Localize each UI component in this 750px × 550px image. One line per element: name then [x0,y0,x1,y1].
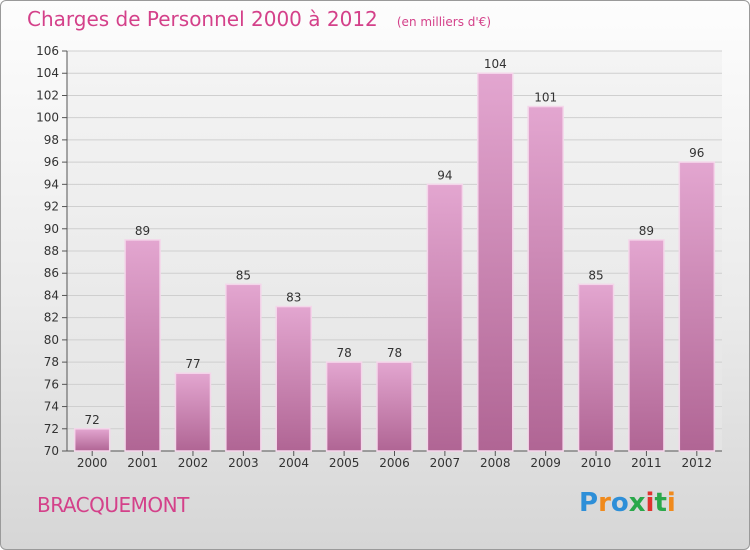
bar-value-label: 94 [437,168,452,182]
x-tick-label: 2011 [631,456,662,470]
y-tick-label: 88 [44,244,59,258]
logo-letter: o [610,488,629,518]
bar [678,161,716,452]
y-tick-label: 102 [36,88,59,102]
x-tick-label: 2004 [278,456,309,470]
chart-unit: (en milliers d'€) [396,15,491,29]
bar-value-label: 96 [689,146,704,160]
y-tick-label: 72 [44,422,59,436]
x-tick-label: 2005 [329,456,360,470]
bar [477,72,514,452]
x-tick-label: 2007 [430,456,461,470]
bar-value-label: 83 [286,291,301,305]
y-tick-label: 78 [44,355,59,369]
y-tick-label: 84 [44,288,59,302]
x-tick-label: 2000 [77,456,108,470]
y-tick-label: 76 [44,377,59,391]
bar-value-label: 72 [85,413,100,427]
y-tick-label: 94 [44,177,59,191]
bar-value-label: 85 [236,268,251,282]
bar-value-label: 78 [336,346,351,360]
logo-letter: P [579,488,599,518]
x-tick-label: 2002 [178,456,209,470]
y-tick-label: 106 [36,44,59,58]
y-tick-label: 90 [44,222,59,236]
x-tick-label: 2010 [581,456,612,470]
bar [376,361,413,452]
bar-value-label: 89 [639,224,654,238]
y-tick-label: 92 [44,200,59,214]
logo-letter: r [598,488,611,518]
y-tick-label: 96 [44,155,59,169]
bar [577,283,615,452]
y-tick-label: 80 [44,333,59,347]
y-tick-label: 74 [44,400,59,414]
bar [628,239,665,452]
bar [426,183,464,452]
x-tick-label: 2001 [127,456,158,470]
bar-value-label: 101 [534,91,557,105]
bar [73,428,111,452]
bar [527,105,564,452]
logo-letter: i [666,488,676,518]
city-name: BRACQUEMONT [37,493,189,517]
x-tick-label: 2009 [530,456,561,470]
proxiti-logo: Proxiti [579,488,676,518]
y-tick-label: 86 [44,266,59,280]
bar-value-label: 85 [588,268,603,282]
y-tick-label: 70 [44,444,59,458]
bar [174,372,212,452]
x-tick-label: 2006 [379,456,410,470]
bar-value-label: 78 [387,346,402,360]
bar [124,239,161,452]
y-tick-label: 98 [44,133,59,147]
bar [275,305,312,452]
x-tick-label: 2003 [228,456,259,470]
bar-value-label: 77 [185,357,200,371]
logo-letter: x [628,488,646,518]
bar-value-label: 89 [135,224,150,238]
logo-letter: t [654,488,667,518]
y-tick-label: 100 [36,111,59,125]
chart-title: Charges de Personnel 2000 à 2012 [27,7,378,31]
x-tick-label: 2012 [682,456,713,470]
bar [225,283,262,452]
title-row: Charges de Personnel 2000 à 2012 (en mil… [27,7,491,31]
bar [325,361,363,452]
y-tick-label: 82 [44,311,59,325]
bar-value-label: 104 [484,57,507,71]
y-tick-label: 104 [36,66,59,80]
logo-letter: i [645,488,655,518]
x-tick-label: 2008 [480,456,511,470]
